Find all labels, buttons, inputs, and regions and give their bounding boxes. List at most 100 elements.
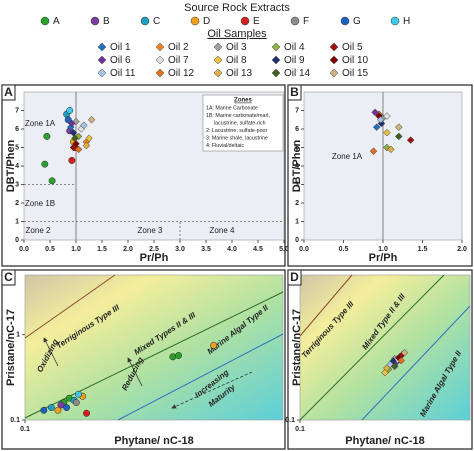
boundary-line bbox=[24, 274, 116, 339]
source-point bbox=[72, 399, 80, 407]
annotation: Zone 4 bbox=[210, 226, 235, 235]
legend-swatch bbox=[155, 55, 165, 65]
legend-label: E bbox=[253, 16, 260, 27]
oil-point bbox=[383, 364, 391, 372]
legend-label: Oil 15 bbox=[342, 68, 369, 79]
legend-swatch bbox=[90, 16, 100, 26]
x-tick-label: 4.5 bbox=[253, 246, 263, 253]
legend-swatch bbox=[40, 16, 50, 26]
annotation: Zone 2 bbox=[26, 226, 51, 235]
panel-label: B bbox=[290, 85, 299, 99]
x-tick-label: 2.0 bbox=[123, 246, 133, 253]
legend-swatch bbox=[390, 16, 400, 26]
x-tick-label: 4.0 bbox=[227, 246, 237, 253]
legend-label: A bbox=[53, 16, 60, 27]
oil-point bbox=[387, 145, 395, 154]
legend-swatch bbox=[329, 68, 339, 78]
panel-label-box bbox=[1, 84, 16, 101]
y-tick-label: 3 bbox=[295, 181, 299, 188]
oil-point bbox=[74, 145, 83, 154]
y-tick-label: 6 bbox=[295, 126, 299, 133]
source-point bbox=[68, 157, 76, 164]
oil-point bbox=[87, 115, 96, 124]
oil-point bbox=[85, 134, 93, 143]
panel-label-box bbox=[287, 269, 302, 286]
x-tick-label: 2.5 bbox=[149, 246, 159, 253]
legend-swatch bbox=[97, 55, 107, 65]
x-tick-label: 1.0 bbox=[71, 246, 81, 253]
legend-swatch bbox=[97, 68, 107, 78]
zones-line: 1A: Marine Carbonate bbox=[206, 105, 258, 111]
source-point bbox=[41, 160, 49, 168]
boundary-line bbox=[299, 274, 445, 421]
y-tick-label: 6 bbox=[15, 126, 19, 133]
y-tick-label: 5 bbox=[295, 144, 299, 151]
oil-point bbox=[390, 362, 399, 371]
oil-point bbox=[68, 119, 76, 128]
y-tick-label: 5 bbox=[15, 144, 19, 151]
x-axis-label: Pr/Ph bbox=[140, 252, 169, 264]
oil-point bbox=[395, 123, 403, 131]
panel-label: C bbox=[4, 270, 13, 284]
oil-point bbox=[72, 140, 80, 148]
oil-point bbox=[71, 134, 79, 143]
y-tick-label: 0.1 bbox=[10, 417, 20, 424]
source-point bbox=[64, 116, 72, 124]
x-tick-label: 1.5 bbox=[418, 246, 428, 253]
annotation: Zone 1A bbox=[25, 119, 56, 128]
y-axis-label: Pristane/nC-17 bbox=[5, 309, 17, 386]
legend-label: D bbox=[203, 16, 210, 27]
legend-label: Oil 6 bbox=[110, 55, 131, 66]
legend-swatch bbox=[213, 55, 223, 65]
x-tick-label: 0.0 bbox=[299, 246, 309, 253]
oil-point bbox=[383, 112, 391, 120]
x-axis-label: Phytane/ nC-18 bbox=[345, 435, 424, 447]
y-tick-label: 0.1 bbox=[285, 417, 295, 424]
source-point bbox=[83, 409, 90, 417]
y-tick-label: 1 bbox=[295, 218, 299, 225]
panel-label: D bbox=[290, 270, 299, 284]
legend-swatch bbox=[140, 16, 150, 26]
zones-line: 3: Marine shale, lacustrine bbox=[206, 135, 268, 141]
source-point bbox=[43, 132, 51, 140]
boundary-line bbox=[299, 274, 353, 337]
y-tick-label: 0 bbox=[295, 237, 299, 244]
x-axis-label: Phytane/ nC-18 bbox=[114, 435, 193, 447]
legend-label: H bbox=[403, 16, 410, 27]
x-tick-label: 0.5 bbox=[45, 246, 55, 253]
y-tick-label: 2 bbox=[15, 200, 19, 207]
boundary-line bbox=[117, 333, 284, 421]
y-axis-label: DBT/Phen bbox=[5, 139, 17, 192]
x-tick-label: 1.0 bbox=[378, 246, 388, 253]
oil-point bbox=[381, 368, 389, 377]
legend-label: Oil 10 bbox=[342, 55, 369, 66]
x-tick-label: 0.1 bbox=[295, 426, 305, 433]
source-point bbox=[57, 401, 65, 409]
legend-label: C bbox=[153, 16, 160, 27]
zones-box bbox=[202, 94, 284, 152]
y-tick-label: 7 bbox=[295, 107, 299, 114]
oil-point bbox=[82, 141, 91, 150]
panel-label-box bbox=[287, 84, 302, 101]
legend-swatch bbox=[240, 16, 250, 26]
y-tick-label: 2 bbox=[295, 200, 299, 207]
annotation: Zone 1B bbox=[25, 199, 55, 208]
y-tick-label: 7 bbox=[15, 107, 19, 114]
legend-swatch bbox=[329, 42, 339, 52]
legend-label: Oil 14 bbox=[284, 68, 311, 79]
arrow bbox=[127, 357, 143, 387]
x-tick-label: 1.5 bbox=[97, 246, 107, 253]
x-tick-label: 3.5 bbox=[201, 246, 211, 253]
y-tick-label: 1 bbox=[15, 218, 19, 225]
oil-point bbox=[372, 123, 381, 131]
legend-label: B bbox=[103, 16, 110, 27]
legend-swatch bbox=[213, 42, 223, 52]
y-axis-label: DBT/Phen bbox=[291, 139, 303, 192]
oil-point bbox=[371, 108, 379, 117]
x-tick-label: 0.1 bbox=[20, 426, 30, 433]
oil-point bbox=[74, 132, 83, 141]
zones-line: lacustrine, sulfate-rich bbox=[214, 120, 266, 126]
source-point bbox=[66, 107, 74, 114]
